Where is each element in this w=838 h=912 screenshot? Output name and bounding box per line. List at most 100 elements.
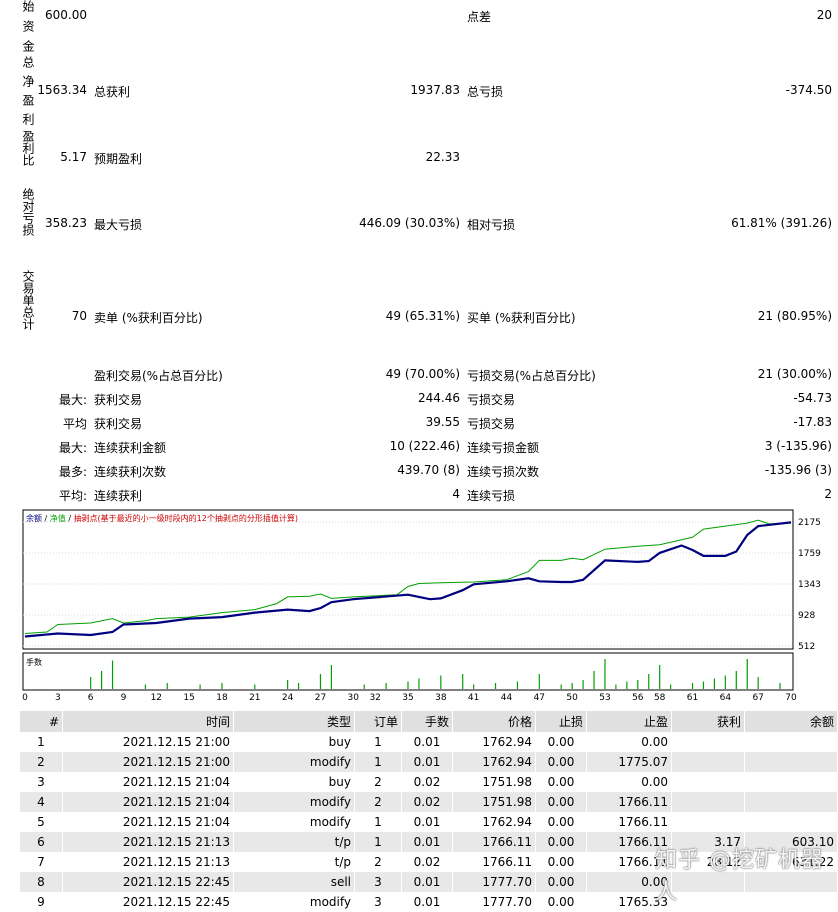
cell-tp: 1775.07: [586, 752, 672, 772]
cell-time: 2021.12.15 21:04: [62, 812, 234, 832]
table-row[interactable]: 9 2021.12.15 22:45 modify 3 0.01 1777.70 0.00 1…: [20, 892, 838, 912]
x-tick-label: 70: [785, 693, 797, 703]
cell-price: 1762.94: [452, 752, 536, 772]
avg-loss-value: -17.83: [793, 415, 832, 429]
col-header-order[interactable]: 订单: [354, 711, 402, 732]
cell-price: 1766.11: [452, 832, 536, 852]
table-row[interactable]: 6 2021.12.15 21:13 t/p 1 0.01 1766.11 0.00 1766…: [20, 832, 838, 852]
cell-lots: 0.01: [401, 732, 453, 752]
cell-price: 1751.98: [452, 792, 536, 812]
max-consec-loss-cnt-label: 连续亏损次数: [467, 465, 540, 479]
cell-sl: 0.00: [535, 752, 587, 772]
cell-profit: 28.12: [671, 852, 745, 872]
max-consec-loss-amt-value: 3 (-135.96): [764, 439, 832, 453]
profit-factor-label: 盈利比: [21, 130, 35, 166]
cell-sl: 0.00: [535, 852, 587, 872]
cell-time: 2021.12.15 22:45: [62, 892, 234, 912]
x-tick-label: 3: [55, 693, 61, 703]
expected-payoff-value: 22.33: [425, 150, 460, 164]
x-tick-label: 50: [566, 693, 578, 703]
cell-tp: 0.00: [586, 732, 672, 752]
cell-profit: [671, 752, 745, 772]
cell-lots: 0.02: [401, 852, 453, 872]
cell-price: 1751.98: [452, 772, 536, 792]
x-tick-label: 18: [216, 693, 228, 703]
abs-drawdown-value: 358.23: [45, 216, 87, 230]
col-header-balance[interactable]: 余额: [744, 711, 838, 732]
cell-sl: 0.00: [535, 892, 587, 912]
cell-tp: 1765.33: [586, 892, 672, 912]
cell-lots: 0.01: [401, 892, 453, 912]
gross-loss-value: -374.50: [785, 83, 832, 97]
cell-index: 4: [20, 792, 63, 812]
total-trades-label: 交易单总计: [21, 270, 35, 330]
cell-time: 2021.12.15 21:00: [62, 752, 234, 772]
cell-order: 2: [354, 792, 402, 812]
avg-loss-label: 亏损交易: [467, 417, 516, 431]
x-tick-label: 6: [88, 693, 94, 703]
col-header-profit[interactable]: 获利: [671, 711, 745, 732]
cell-type: modify: [233, 752, 355, 772]
max-consec-loss-amt-label: 连续亏损金额: [467, 441, 540, 455]
cell-index: 1: [20, 732, 63, 752]
avg-prefix: 平均: [62, 417, 87, 431]
col-header-type[interactable]: 类型: [233, 711, 355, 732]
cell-order: 3: [354, 892, 402, 912]
x-tick-label: 53: [599, 693, 610, 703]
cell-time: 2021.12.15 22:45: [62, 872, 234, 892]
net-profit-value: 1563.34: [37, 83, 87, 97]
cell-index: 8: [20, 872, 63, 892]
cell-time: 2021.12.15 21:13: [62, 832, 234, 852]
table-row[interactable]: 3 2021.12.15 21:04 buy 2 0.02 1751.98 0.00 0.00: [20, 772, 838, 792]
cell-order: 1: [354, 732, 402, 752]
cell-balance: [744, 732, 838, 752]
cell-profit: [671, 892, 745, 912]
cell-sl: 0.00: [535, 792, 587, 812]
col-header-time[interactable]: 时间: [62, 711, 234, 732]
expected-payoff-label: 预期盈利: [94, 152, 143, 166]
cell-order: 1: [354, 832, 402, 852]
table-row[interactable]: 1 2021.12.15 21:00 buy 1 0.01 1762.94 0.00 0.00: [20, 732, 838, 752]
cell-type: t/p: [233, 852, 355, 872]
loss-trades-label: 亏损交易(%占总百分比): [467, 369, 596, 383]
x-tick-label: 38: [435, 693, 447, 703]
cell-order: 1: [354, 812, 402, 832]
cell-profit: [671, 772, 745, 792]
table-row[interactable]: 2 2021.12.15 21:00 modify 1 0.01 1762.94 0.00 1…: [20, 752, 838, 772]
table-row[interactable]: 8 2021.12.15 22:45 sell 3 0.01 1777.70 0.00 0.0…: [20, 872, 838, 892]
avg-consec-loss-value: 2: [824, 487, 832, 501]
cell-type: modify: [233, 892, 355, 912]
table-row[interactable]: 7 2021.12.15 21:13 t/p 2 0.02 1766.11 0.00 1766…: [20, 852, 838, 872]
abs-drawdown-label: 绝对亏损: [21, 188, 35, 236]
x-tick-label: 56: [632, 693, 644, 703]
cell-balance: 631.22: [744, 852, 838, 872]
x-tick-label: 44: [501, 693, 513, 703]
col-header-price[interactable]: 价格: [452, 711, 536, 732]
y-tick-label: 1759: [798, 549, 821, 559]
cell-index: 5: [20, 812, 63, 832]
x-tick-label: 15: [183, 693, 194, 703]
table-row[interactable]: 5 2021.12.15 21:04 modify 1 0.01 1762.94 0.00 1…: [20, 812, 838, 832]
cell-type: modify: [233, 792, 355, 812]
x-tick-label: 21: [249, 693, 260, 703]
x-tick-label: 12: [151, 693, 162, 703]
cell-balance: [744, 752, 838, 772]
col-header-sl[interactable]: 止损: [535, 711, 587, 732]
cell-time: 2021.12.15 21:04: [62, 772, 234, 792]
cell-profit: 3.17: [671, 832, 745, 852]
cell-tp: 1766.11: [586, 812, 672, 832]
col-header-index[interactable]: #: [20, 711, 63, 732]
cell-sl: 0.00: [535, 772, 587, 792]
avg2-prefix: 平均:: [58, 489, 87, 503]
y-axis-ticks: 2175 1759 1343 928 512: [798, 518, 821, 652]
col-header-tp[interactable]: 止盈: [586, 711, 672, 732]
chart-grid: [23, 521, 793, 647]
cell-price: 1766.11: [452, 852, 536, 872]
volume-bars: [90, 659, 781, 689]
avg-consec-loss-label: 连续亏损: [467, 489, 516, 503]
col-header-lots[interactable]: 手数: [401, 711, 453, 732]
x-tick-label: 47: [534, 693, 545, 703]
cell-lots: 0.02: [401, 792, 453, 812]
x-tick-label: 61: [687, 693, 698, 703]
table-row[interactable]: 4 2021.12.15 21:04 modify 2 0.02 1751.98 0.00 1…: [20, 792, 838, 812]
